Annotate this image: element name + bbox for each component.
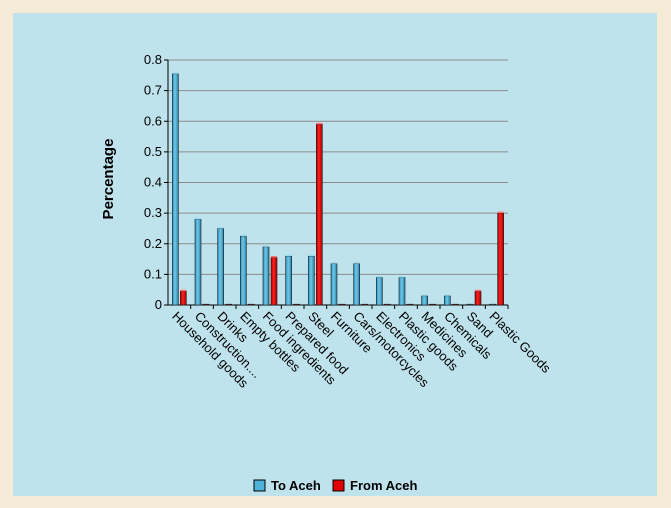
bar-from-aceh <box>316 124 323 306</box>
axes <box>164 59 509 309</box>
bar-to-aceh <box>421 295 428 306</box>
gridlines <box>168 59 508 275</box>
chart-panel: 0 0.1 0.2 0.3 0.4 0.5 0.6 0.7 0.8 Household good… <box>13 13 657 496</box>
bar-top-face <box>308 254 315 256</box>
y-tick-label: 0.3 <box>144 205 162 220</box>
bar-top-face <box>263 245 269 247</box>
category-label: Plastic Goods <box>487 309 555 377</box>
legend-label-from-aceh: From Aceh <box>350 478 417 493</box>
bar-from-aceh <box>497 212 504 306</box>
bar-to-aceh <box>262 246 270 306</box>
bar-top-face <box>240 234 247 237</box>
bar-to-aceh <box>240 235 247 306</box>
bar-top-face <box>399 275 405 278</box>
bar-top-face <box>285 254 292 256</box>
bar-top-face <box>497 211 504 214</box>
bar-from-aceh <box>270 257 278 306</box>
bar-from-aceh <box>452 303 459 306</box>
bar-to-aceh <box>172 73 179 306</box>
y-tick-labels: 0 0.1 0.2 0.3 0.4 0.5 0.6 0.7 0.8 <box>144 52 162 312</box>
bar-to-aceh <box>466 303 474 306</box>
y-tick-label: 0.2 <box>144 236 162 251</box>
bar-to-aceh <box>398 277 406 306</box>
y-tick-label: 0 <box>155 297 162 312</box>
bar-to-aceh <box>444 295 451 306</box>
bar-from-aceh <box>429 303 436 306</box>
y-tick-label: 0.4 <box>144 175 162 190</box>
category-labels: Household goodsConstruction....DrinksEmp… <box>169 309 554 392</box>
bar-from-aceh <box>338 303 346 306</box>
bar-to-aceh <box>285 255 292 306</box>
legend-swatch-to-aceh <box>253 479 266 492</box>
bar-from-aceh <box>225 303 232 306</box>
bar-to-aceh <box>489 303 496 306</box>
bar-top-face <box>421 294 428 296</box>
y-tick-label: 0.5 <box>144 144 162 159</box>
bar-top-face <box>376 275 383 278</box>
bar-top-face <box>195 217 201 220</box>
legend: To Aceh From Aceh <box>253 478 417 493</box>
y-tick-label: 0.8 <box>144 52 162 67</box>
bar-from-aceh <box>474 290 482 306</box>
bar-to-aceh <box>330 263 338 306</box>
y-axis-label: Percentage <box>100 139 117 220</box>
bar-chart: 0 0.1 0.2 0.3 0.4 0.5 0.6 0.7 0.8 Household good… <box>100 52 554 493</box>
y-tick-label: 0.7 <box>144 83 162 98</box>
bar-to-aceh <box>308 255 315 306</box>
bar-top-face <box>180 289 187 292</box>
bar-from-aceh <box>293 303 300 306</box>
y-tick-label: 0.6 <box>144 113 162 128</box>
legend-swatch-from-aceh <box>332 479 345 492</box>
bar-top-face <box>217 226 224 229</box>
bar-top-face <box>331 262 337 264</box>
legend-label-to-aceh: To Aceh <box>271 478 321 493</box>
bar-top-face <box>444 294 451 296</box>
bar-top-face <box>316 122 323 125</box>
bar-top-face <box>172 72 179 74</box>
bar-to-aceh <box>353 263 360 306</box>
bar-from-aceh <box>406 303 414 306</box>
bar-from-aceh <box>180 290 187 306</box>
bar-from-aceh <box>361 303 368 306</box>
bar-to-aceh <box>194 218 202 306</box>
bar-top-face <box>475 289 481 292</box>
bar-top-face <box>271 256 277 258</box>
bar-top-face <box>353 262 360 264</box>
y-tick-label: 0.1 <box>144 266 162 281</box>
bar-to-aceh <box>217 228 224 306</box>
bar-from-aceh <box>384 303 391 306</box>
bar-from-aceh <box>248 303 255 306</box>
bar-to-aceh <box>376 277 383 306</box>
bar-from-aceh <box>202 303 210 306</box>
bars <box>172 72 504 306</box>
